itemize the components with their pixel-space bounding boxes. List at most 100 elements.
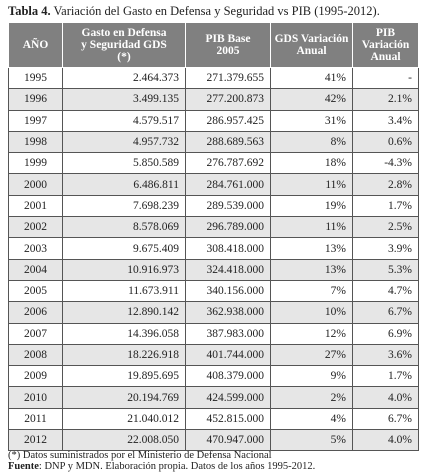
header-cell: Gasto en Defensa y Seguridad GDS (*) xyxy=(62,22,186,68)
table-row: 2012 22.008.050 470.947.000 5% 4.0% xyxy=(8,429,419,452)
table-cell: 19.895.695 xyxy=(62,365,186,388)
table-cell: - xyxy=(352,66,419,90)
table-cell: 13% xyxy=(270,258,353,281)
header-line: PIB Base xyxy=(205,33,251,45)
table-cell: 5.850.589 xyxy=(62,152,186,175)
table-row: 2011 21.040.012 452.815.000 4% 6.7% xyxy=(8,407,419,431)
table-cell: 11% xyxy=(270,216,353,239)
table-cell: 4% xyxy=(270,407,353,431)
header-line: Variación xyxy=(361,39,410,51)
table-cell: 2006 xyxy=(8,301,63,324)
table-cell: 2012 xyxy=(8,429,63,452)
table-row: 1998 4.957.732 288.689.563 8% 0.6% xyxy=(8,130,419,154)
table-cell: 2007 xyxy=(8,322,63,345)
table-row: 1995 2.464.373 271.379.655 41% - xyxy=(8,66,419,90)
table-cell: 4.7% xyxy=(352,279,419,303)
table-cell: 42% xyxy=(270,88,353,111)
table-cell: 3.6% xyxy=(352,343,419,367)
table-cell: 452.815.000 xyxy=(185,407,271,431)
header-line: (*) xyxy=(117,51,131,63)
table-cell: 10.916.973 xyxy=(62,258,186,281)
table-cell: 11.673.911 xyxy=(62,279,186,303)
table-cell: 9.675.409 xyxy=(62,237,186,260)
table-cell: 11% xyxy=(270,173,353,196)
table-cell: 19% xyxy=(270,194,353,218)
table-row: 1997 4.579.517 286.957.425 31% 3.4% xyxy=(8,109,419,132)
table-cell: 2.1% xyxy=(352,88,419,111)
table-cell: 2008 xyxy=(8,343,63,367)
table-row: 2006 12.890.142 362.938.000 10% 6.7% xyxy=(8,301,419,324)
header-line: GDS Variación xyxy=(274,33,349,45)
table-cell: 4.0% xyxy=(352,429,419,452)
header-line: PIB xyxy=(375,27,396,39)
table-cell: 2004 xyxy=(8,258,63,281)
header-row: AÑO Gasto en Defensa y Seguridad GDS (*) PIB… xyxy=(8,22,419,68)
table-cell: 470.947.000 xyxy=(185,429,271,452)
header-line: Gasto en Defensa xyxy=(81,27,167,39)
table-cell: 1.7% xyxy=(352,194,419,218)
table-cell: 1995 xyxy=(8,66,63,90)
table-cell: 387.983.000 xyxy=(185,322,271,345)
table-cell: 13% xyxy=(270,237,353,260)
table-cell: 2002 xyxy=(8,216,63,239)
title-text: Variación del Gasto en Defensa y Segurid… xyxy=(50,4,380,18)
table-cell: 340.156.000 xyxy=(185,279,271,303)
table-cell: 1.7% xyxy=(352,365,419,388)
header-line: Anual xyxy=(370,51,401,63)
table-cell: 2009 xyxy=(8,365,63,388)
table-cell: 22.008.050 xyxy=(62,429,186,452)
table-cell: 4.0% xyxy=(352,386,419,409)
table-cell: 308.418.000 xyxy=(185,237,271,260)
footnote: (*) Datos suministrados por el Ministeri… xyxy=(8,450,272,461)
table-cell: 1999 xyxy=(8,152,63,175)
table-cell: 7.698.239 xyxy=(62,194,186,218)
header-cell: PIB Variación Anual xyxy=(352,22,419,68)
table-row: 2004 10.916.973 324.418.000 13% 5.3% xyxy=(8,258,419,281)
table-row: 2007 14.396.058 387.983.000 12% 6.9% xyxy=(8,322,419,345)
table-cell: 1997 xyxy=(8,109,63,132)
table-cell: 2% xyxy=(270,386,353,409)
table-cell: 6.7% xyxy=(352,301,419,324)
table-cell: 6.486.811 xyxy=(62,173,186,196)
table-cell: 2.464.373 xyxy=(62,66,186,90)
source-label: Fuente xyxy=(8,461,39,472)
table-cell: 271.379.655 xyxy=(185,66,271,90)
table-cell: 1998 xyxy=(8,130,63,154)
table-row: 2003 9.675.409 308.418.000 13% 3.9% xyxy=(8,237,419,260)
table-row: 1996 3.499.135 277.200.873 42% 2.1% xyxy=(8,88,419,111)
table-cell: 2011 xyxy=(8,407,63,431)
table-cell: 2001 xyxy=(8,194,63,218)
table-cell: 2010 xyxy=(8,386,63,409)
table-cell: 362.938.000 xyxy=(185,301,271,324)
table-cell: 5% xyxy=(270,429,353,452)
table-cell: -4.3% xyxy=(352,152,419,175)
table-cell: 276.787.692 xyxy=(185,152,271,175)
header-line: Anual xyxy=(296,45,327,57)
table-cell: 401.744.000 xyxy=(185,343,271,367)
table-cell: 7% xyxy=(270,279,353,303)
table-cell: 20.194.769 xyxy=(62,386,186,409)
table-cell: 9% xyxy=(270,365,353,388)
table-cell: 2.5% xyxy=(352,216,419,239)
table-cell: 289.539.000 xyxy=(185,194,271,218)
table-cell: 284.761.000 xyxy=(185,173,271,196)
table-cell: 2.8% xyxy=(352,173,419,196)
header-cell: AÑO xyxy=(8,22,63,68)
table-row: 2005 11.673.911 340.156.000 7% 4.7% xyxy=(8,279,419,303)
data-table: AÑO Gasto en Defensa y Seguridad GDS (*) PIB… xyxy=(8,22,419,452)
table-cell: 6.7% xyxy=(352,407,419,431)
table-cell: 2005 xyxy=(8,279,63,303)
table-row: 2009 19.895.695 408.379.000 9% 1.7% xyxy=(8,365,419,388)
table-body: 1995 2.464.373 271.379.655 41% -1996 3.499.13… xyxy=(8,66,419,452)
table-cell: 288.689.563 xyxy=(185,130,271,154)
table-cell: 10% xyxy=(270,301,353,324)
table-cell: 4.579.517 xyxy=(62,109,186,132)
footnotes: (*) Datos suministrados por el Ministeri… xyxy=(8,450,315,472)
table-cell: 2003 xyxy=(8,237,63,260)
table-cell: 2000 xyxy=(8,173,63,196)
title-label: Tabla 4. xyxy=(8,4,51,18)
table-cell: 21.040.012 xyxy=(62,407,186,431)
table-cell: 41% xyxy=(270,66,353,90)
table-row: 1999 5.850.589 276.787.692 18% -4.3% xyxy=(8,152,419,175)
